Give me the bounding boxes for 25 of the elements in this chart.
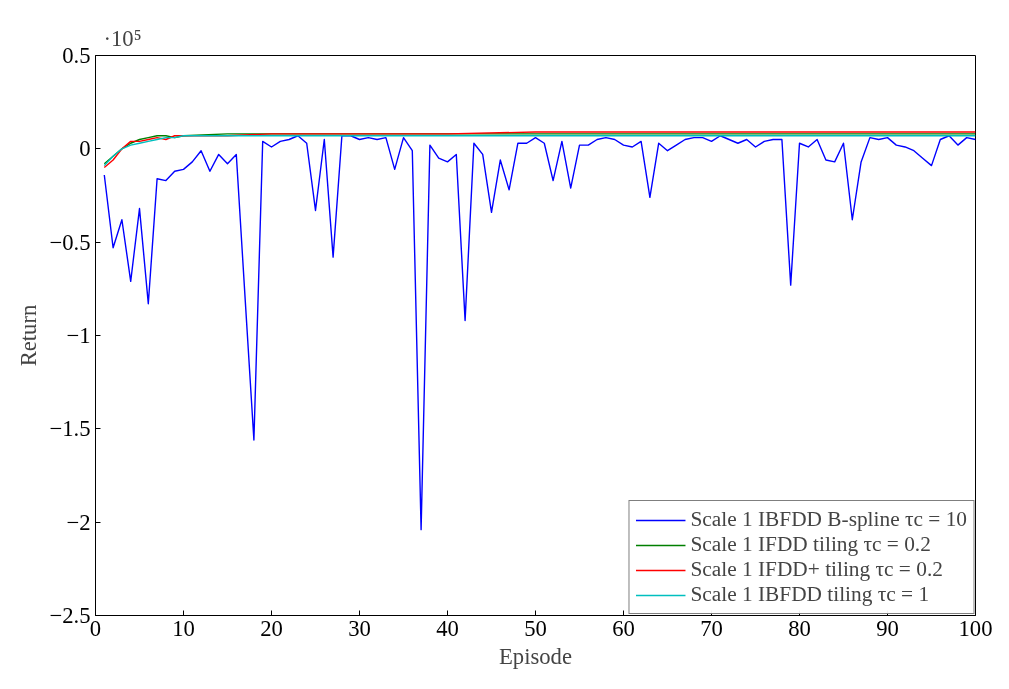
x-tick-label: 60	[612, 615, 635, 641]
x-tick-label: 90	[876, 615, 899, 641]
y-tick-label: −1.5	[49, 416, 91, 442]
x-tick-label: 50	[524, 615, 547, 641]
y-tick-label: 0	[79, 136, 91, 162]
y-tick-label: 0.5	[62, 43, 91, 68]
y-tick-label: −2.5	[49, 603, 91, 628]
legend-label: Scale 1 IFDD+ tiling τc = 0.2	[690, 557, 943, 582]
x-axis-title: Episode	[499, 643, 572, 669]
legend-label: Scale 1 IFDD tiling τc = 0.2	[690, 532, 931, 557]
y-tick-label: −0.5	[49, 229, 91, 255]
text: ·10⁵	[103, 25, 142, 51]
line-series	[103, 135, 976, 531]
legend-label: Scale 1 IBFDD B-spline τc = 10	[690, 507, 967, 532]
x-tick-label: 100	[958, 615, 993, 641]
x-tick-label: 10	[172, 615, 195, 641]
y-axis-title: Return	[16, 304, 42, 367]
y-tick-label: −2	[66, 509, 91, 535]
x-tick-label: 70	[700, 615, 723, 641]
x-tick-label: 80	[788, 615, 811, 641]
y-tick-label: −1	[66, 323, 91, 348]
legend-label: Scale 1 IBFDD tiling τc = 1	[690, 582, 930, 607]
x-tick-label: 20	[260, 615, 283, 641]
x-tick-label: 40	[436, 615, 459, 641]
x-tick-label: 30	[348, 615, 371, 641]
